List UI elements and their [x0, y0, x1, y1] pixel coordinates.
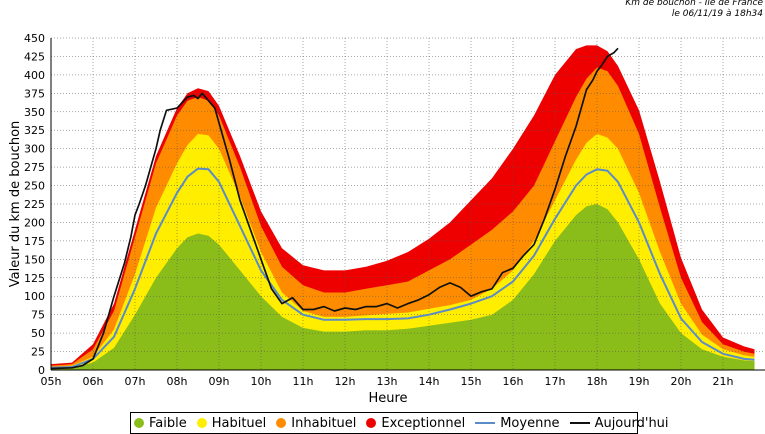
y-tick-label-350: 350 — [24, 106, 45, 119]
legend-swatch-exceptionnel — [366, 418, 377, 428]
legend-swatch-inhabituel — [276, 418, 287, 428]
legend-label-moyenne: Moyenne — [500, 415, 560, 431]
y-tick-label-400: 400 — [24, 69, 45, 82]
legend-item-faible: Faible — [134, 416, 187, 431]
x-tick-label-20h: 20h — [671, 375, 692, 388]
legend-item-exceptionnel: Exceptionnel — [366, 416, 465, 431]
y-tick-label-175: 175 — [24, 235, 45, 248]
x-tick-label-13h: 13h — [377, 375, 398, 388]
chart-header-date: le 06/11/19 à 18h34 — [671, 9, 763, 19]
y-tick-label-125: 125 — [24, 272, 45, 285]
y-tick-label-200: 200 — [24, 216, 45, 229]
line-aujourd-hui — [50, 47, 619, 370]
legend-swatch-aujourdhui — [569, 422, 590, 424]
legend-item-inhabituel: Inhabituel — [276, 416, 356, 431]
x-tick-label-08h: 08h — [167, 375, 188, 388]
y-tick-label-425: 425 — [24, 50, 45, 63]
legend-label-exceptionnel: Exceptionnel — [381, 415, 466, 431]
x-tick-label-21h: 21h — [713, 375, 734, 388]
x-tick-label-10h: 10h — [251, 375, 272, 388]
area-faible — [51, 204, 755, 370]
y-axis-title: Valeur du km de bouchon — [8, 121, 23, 288]
x-tick-label-05h: 05h — [41, 375, 62, 388]
y-tick-label-50: 50 — [31, 327, 45, 340]
legend-swatch-moyenne — [475, 422, 496, 424]
x-tick-label-19h: 19h — [629, 375, 650, 388]
y-tick-label-325: 325 — [24, 124, 45, 137]
legend-item-moyenne: Moyenne — [475, 415, 560, 431]
y-tick-label-100: 100 — [24, 290, 45, 303]
legend-label-inhabituel: Inhabituel — [291, 415, 357, 431]
y-tick-label-450: 450 — [24, 32, 45, 45]
y-tick-label-0: 0 — [38, 364, 45, 377]
legend-label-aujourdhui: Aujourd'hui — [594, 415, 669, 431]
y-tick-label-275: 275 — [24, 161, 45, 174]
x-tick-label-07h: 07h — [125, 375, 146, 388]
x-tick-label-15h: 15h — [461, 375, 482, 388]
y-tick-label-250: 250 — [24, 180, 45, 193]
x-tick-label-18h: 18h — [587, 375, 608, 388]
traffic-jam-chart: 0 25 50 75 100 125 150 175 200 225 250 275 300 325 350… — [8, 32, 765, 406]
x-tick-label-09h: 09h — [209, 375, 230, 388]
x-tick-label-06h: 06h — [83, 375, 104, 388]
legend-label-habituel: Habituel — [211, 415, 267, 431]
legend-item-aujourdhui: Aujourd'hui — [569, 415, 669, 431]
y-tick-label-300: 300 — [24, 143, 45, 156]
chart-legend: Faible Habituel Inhabituel Exceptionnel … — [130, 412, 669, 434]
y-tick-label-25: 25 — [31, 346, 45, 359]
x-tick-label-11h: 11h — [293, 375, 314, 388]
x-tick-label-14h: 14h — [419, 375, 440, 388]
legend-label-faible: Faible — [149, 415, 187, 431]
legend-swatch-faible — [134, 418, 144, 428]
legend-swatch-habituel — [196, 418, 207, 428]
line-moyenne — [50, 167, 755, 369]
y-tick-label-150: 150 — [24, 253, 45, 266]
y-tick-label-225: 225 — [24, 198, 45, 211]
x-tick-label-17h: 17h — [545, 375, 566, 388]
x-tick-label-12h: 12h — [335, 375, 356, 388]
chart-header-title: Km de bouchon - Ile de France — [625, 0, 763, 8]
legend-item-habituel: Habituel — [196, 415, 267, 431]
x-tick-label-16h: 16h — [503, 375, 524, 388]
x-axis-title: Heure — [368, 391, 407, 406]
y-tick-label-75: 75 — [31, 309, 45, 322]
y-tick-label-375: 375 — [24, 87, 45, 100]
